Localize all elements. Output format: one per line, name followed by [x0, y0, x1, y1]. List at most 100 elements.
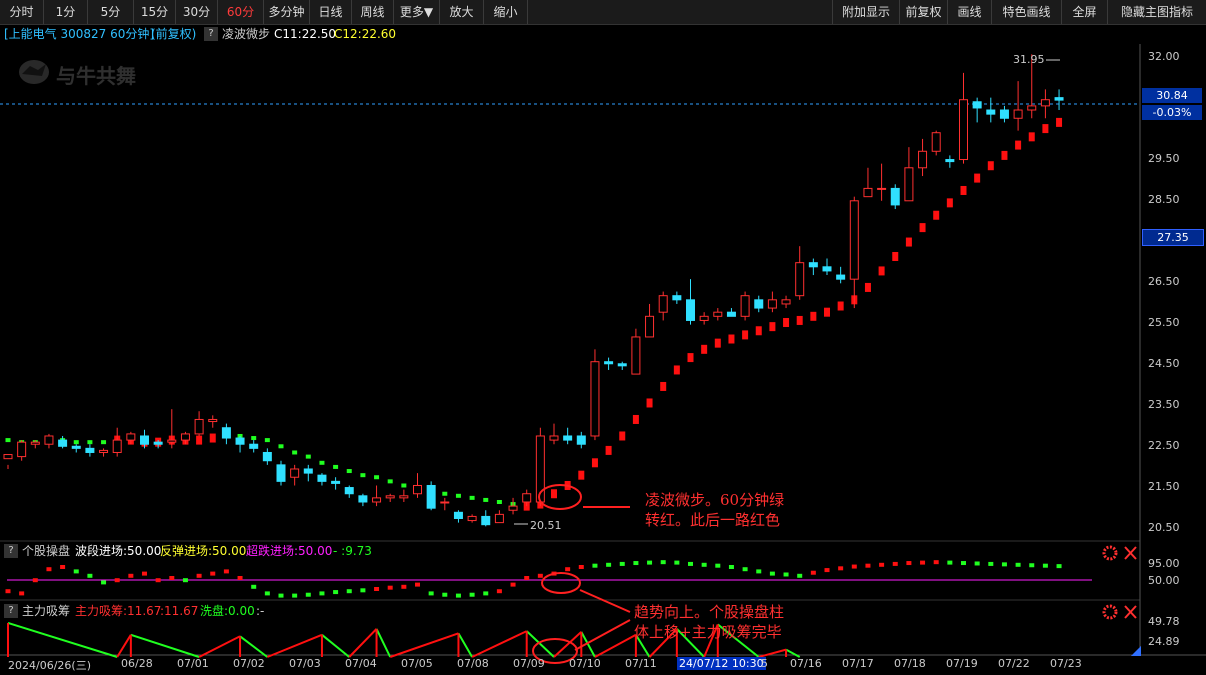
trail-dot: [919, 223, 926, 233]
candle-body: [713, 311, 723, 317]
ops-dot: [469, 592, 475, 597]
ops-dot: [305, 592, 311, 597]
tab-15min[interactable]: 15分: [134, 0, 176, 24]
ops-dot: [415, 582, 420, 587]
price-tick: 23.50: [1148, 398, 1180, 411]
hide-indicator-button[interactable]: 隐藏主图指标: [1120, 5, 1193, 19]
tab-fenshi[interactable]: 分时: [0, 0, 44, 24]
draw-line-button[interactable]: 画线: [948, 0, 992, 24]
trail-dot: [319, 460, 325, 465]
accum-line: [389, 632, 459, 658]
ops-dot: [142, 571, 147, 576]
trail-dot: [1028, 132, 1035, 142]
special-draw-button[interactable]: 特色画线: [992, 0, 1062, 24]
ops-dot: [210, 571, 216, 576]
time-tick: 07/09: [513, 657, 545, 670]
indicator2-name[interactable]: 主力吸筹: [22, 604, 71, 618]
ops-dot: [783, 572, 789, 577]
ops-dot: [606, 562, 612, 567]
close-icon[interactable]: [1124, 546, 1137, 560]
candle-body: [30, 441, 40, 445]
trail-dot: [278, 444, 284, 449]
indicator1-d: - :9.73: [333, 544, 372, 558]
tab-multi-min[interactable]: 多分钟: [264, 0, 310, 24]
candle-body: [276, 464, 286, 482]
trail-dot: [387, 479, 393, 484]
indicator1-b: 反弹进场:50.00: [160, 544, 247, 558]
ops-dot: [223, 569, 229, 574]
time-cursor-label: 24/07/12 10:30: [677, 657, 766, 670]
candle-body: [918, 150, 928, 169]
trail-dot: [824, 307, 830, 317]
forward-adjust-button[interactable]: 前复权: [900, 0, 948, 24]
price-tick: 26.50: [1148, 275, 1180, 288]
annotation-circle-1: [538, 484, 582, 510]
candle-body: [617, 363, 627, 367]
zoom-in-button[interactable]: 放大: [440, 0, 484, 24]
tab-daily[interactable]: 日线: [310, 0, 352, 24]
annotation-note-2: 趋势向上。个股操盘柱 体上移+主力吸筹完毕: [634, 602, 784, 642]
candle-body: [590, 361, 600, 437]
help-icon[interactable]: ?: [4, 544, 18, 558]
tab-60min[interactable]: 60分: [218, 0, 264, 24]
indicator-name[interactable]: 凌波微步: [222, 27, 271, 41]
tab-5min[interactable]: 5分: [88, 0, 134, 24]
accum-line: [457, 632, 473, 658]
trail-dot: [5, 438, 11, 443]
zoom-out-button[interactable]: 缩小: [484, 0, 528, 24]
ops-dot: [906, 561, 912, 566]
candle-body: [672, 295, 682, 301]
trail-dot: [442, 491, 448, 496]
trail-dot: [796, 315, 803, 325]
ops-dot: [5, 589, 11, 594]
candle-body: [481, 515, 491, 526]
candle-body: [999, 109, 1009, 119]
ops-dot: [838, 566, 844, 571]
trail-dot: [673, 365, 680, 375]
help-icon[interactable]: ?: [4, 604, 18, 618]
candle-body: [781, 299, 791, 305]
ops-series: [5, 560, 1062, 598]
trail-dot: [864, 282, 871, 292]
price-tick: 22.50: [1148, 439, 1180, 452]
candle-body: [44, 435, 54, 445]
tab-weekly[interactable]: 周线: [352, 0, 394, 24]
time-tick: 07/19: [946, 657, 978, 670]
ops-dot: [292, 593, 298, 598]
ops-dot: [333, 590, 339, 595]
fullscreen-button[interactable]: 全屏: [1062, 0, 1108, 24]
tab-1min[interactable]: 1分: [44, 0, 88, 24]
corner-triangle-icon: [1131, 646, 1141, 656]
ops-dot: [155, 578, 161, 583]
settings-icon[interactable]: [1102, 604, 1118, 620]
annotation-circle-3: [532, 638, 578, 664]
indicator2-c: 洗盘:0.00: [200, 604, 255, 618]
ops-dot: [715, 563, 721, 568]
ops-dot: [19, 591, 25, 596]
ops-dot: [442, 592, 448, 597]
ops-dot: [46, 567, 52, 572]
tab-30min[interactable]: 30分: [176, 0, 218, 24]
indicator2-d: :-: [256, 604, 265, 618]
extra-display-button[interactable]: 附加显示: [832, 0, 900, 24]
candle-body: [358, 495, 368, 503]
accum-line: [676, 628, 705, 658]
note-line: 体上移+主力吸筹完毕: [634, 623, 782, 641]
candle-body: [645, 315, 655, 338]
candle-body: [849, 200, 859, 280]
trail-dot: [946, 198, 953, 208]
ops-dot: [961, 561, 966, 566]
settings-icon[interactable]: [1102, 545, 1118, 561]
low-label: 20.51: [530, 519, 562, 532]
help-icon[interactable]: ?: [204, 27, 218, 41]
candle-body: [453, 511, 463, 519]
candle-body: [808, 262, 818, 268]
trail-dot: [701, 344, 708, 354]
close-icon[interactable]: [1124, 605, 1137, 619]
price-tick: 25.50: [1148, 316, 1180, 329]
more-dropdown[interactable]: 更多▼: [394, 0, 440, 24]
indicator1-name[interactable]: 个股操盘: [22, 544, 71, 558]
ops-dot: [264, 591, 270, 596]
ops-dot: [360, 588, 366, 593]
